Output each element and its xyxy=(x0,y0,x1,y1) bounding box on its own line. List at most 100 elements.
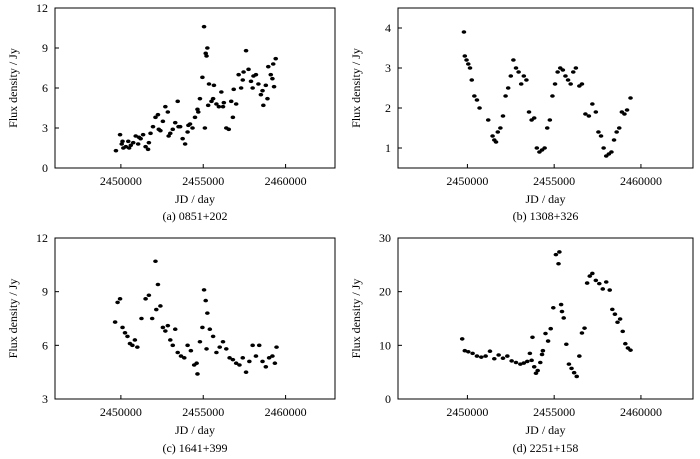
data-point xyxy=(530,335,535,340)
y-tick-label: 6 xyxy=(42,338,48,352)
data-point xyxy=(163,329,168,333)
data-point xyxy=(115,300,120,305)
data-point xyxy=(186,123,191,128)
data-point xyxy=(185,130,190,134)
data-point xyxy=(496,353,501,357)
data-point xyxy=(266,356,272,360)
data-point xyxy=(555,70,560,74)
data-point xyxy=(524,359,530,364)
data-point xyxy=(529,358,534,363)
x-tick-label: 2460000 xyxy=(620,405,662,419)
data-point xyxy=(493,140,499,144)
data-point xyxy=(132,338,138,342)
data-point xyxy=(143,297,148,301)
data-point xyxy=(250,343,255,348)
data-point xyxy=(125,334,130,339)
data-point xyxy=(261,103,266,108)
data-point xyxy=(207,327,213,332)
data-point xyxy=(263,365,269,369)
data-point xyxy=(500,114,506,118)
data-point xyxy=(163,104,168,109)
data-point xyxy=(243,370,249,374)
data-point xyxy=(153,307,159,312)
data-point xyxy=(220,339,226,344)
data-point xyxy=(180,136,185,141)
data-point xyxy=(509,359,514,363)
y-tick-label: 10 xyxy=(379,338,391,352)
y-tick-label: 3 xyxy=(385,61,391,75)
data-point xyxy=(270,76,275,81)
data-point xyxy=(201,288,207,292)
data-point xyxy=(548,326,554,331)
data-point xyxy=(211,83,217,88)
data-point xyxy=(505,86,511,90)
data-point xyxy=(265,64,271,69)
data-point xyxy=(143,144,148,149)
data-point xyxy=(230,115,236,120)
data-point xyxy=(487,349,493,354)
data-point xyxy=(563,74,568,78)
data-point xyxy=(624,108,630,112)
data-point xyxy=(176,124,181,129)
data-point xyxy=(214,350,219,355)
plot-frame xyxy=(54,237,336,400)
data-point xyxy=(560,68,566,72)
data-point xyxy=(135,142,141,146)
data-point xyxy=(197,96,203,101)
data-point xyxy=(607,288,613,292)
data-point xyxy=(236,72,241,77)
data-point xyxy=(550,94,555,98)
data-point xyxy=(513,360,519,365)
data-point xyxy=(146,140,152,145)
y-tick-label: 4 xyxy=(385,21,391,35)
data-point xyxy=(258,92,264,97)
data-point xyxy=(459,337,465,341)
data-point xyxy=(579,331,585,335)
data-point xyxy=(570,70,576,74)
data-point xyxy=(246,67,251,72)
data-point xyxy=(243,48,249,53)
data-point xyxy=(628,96,633,100)
data-point xyxy=(263,83,269,88)
data-point xyxy=(511,58,516,62)
data-point xyxy=(577,354,582,358)
x-axis-label: JD / day xyxy=(175,192,215,206)
data-point xyxy=(611,138,617,142)
plot-frame xyxy=(54,7,336,169)
data-point xyxy=(241,70,246,74)
data-point xyxy=(628,348,633,352)
data-point xyxy=(260,359,265,364)
data-point xyxy=(524,78,529,82)
data-point xyxy=(155,112,161,117)
data-point xyxy=(268,72,274,77)
data-point xyxy=(175,350,181,355)
data-point xyxy=(573,66,579,70)
data-point xyxy=(231,87,237,92)
data-point xyxy=(156,127,162,132)
data-point xyxy=(615,320,620,325)
x-tick-label: 2460000 xyxy=(265,174,307,188)
data-point xyxy=(160,325,166,330)
data-point xyxy=(571,370,577,375)
data-point xyxy=(593,110,599,114)
data-point xyxy=(465,62,471,66)
data-point xyxy=(596,130,601,134)
data-point xyxy=(209,99,214,104)
data-point xyxy=(469,78,475,82)
data-point xyxy=(197,339,203,344)
data-point xyxy=(518,362,523,366)
data-point xyxy=(526,110,532,114)
x-tick-label: 2455000 xyxy=(533,405,575,419)
data-point xyxy=(120,325,125,330)
data-point xyxy=(165,323,171,328)
data-point xyxy=(220,104,226,109)
data-point xyxy=(518,82,524,86)
data-point xyxy=(617,317,623,321)
data-point xyxy=(219,90,224,94)
data-point xyxy=(125,139,131,144)
data-point xyxy=(467,66,473,70)
data-point xyxy=(569,366,574,371)
data-point xyxy=(233,102,239,106)
data-point xyxy=(537,360,543,365)
